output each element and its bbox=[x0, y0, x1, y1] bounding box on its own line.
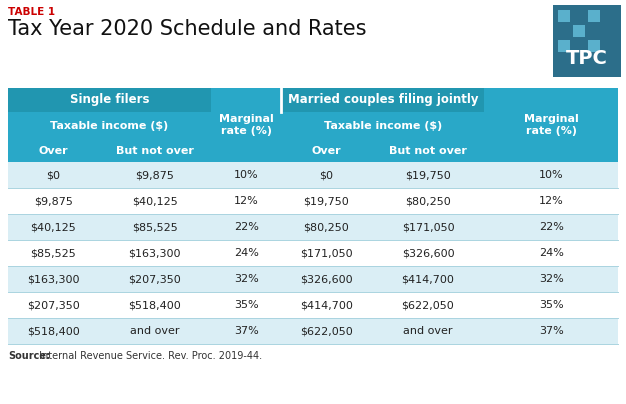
Text: $622,050: $622,050 bbox=[402, 300, 454, 310]
Bar bbox=[281, 112, 485, 140]
Text: $326,600: $326,600 bbox=[300, 274, 352, 284]
Text: $207,350: $207,350 bbox=[27, 300, 80, 310]
Text: Marginal
rate (%): Marginal rate (%) bbox=[219, 114, 274, 136]
Text: $326,600: $326,600 bbox=[402, 248, 454, 258]
Bar bbox=[8, 188, 618, 214]
Text: 24%: 24% bbox=[233, 248, 259, 258]
Text: 10%: 10% bbox=[539, 170, 563, 180]
Text: $40,125: $40,125 bbox=[132, 196, 178, 206]
Bar bbox=[553, 5, 621, 77]
Text: $622,050: $622,050 bbox=[300, 326, 353, 336]
Bar bbox=[8, 214, 618, 240]
Text: $80,250: $80,250 bbox=[304, 222, 349, 232]
Text: 22%: 22% bbox=[233, 222, 259, 232]
Bar bbox=[8, 112, 211, 140]
Bar bbox=[8, 140, 98, 162]
Text: 12%: 12% bbox=[234, 196, 259, 206]
Bar bbox=[558, 40, 570, 52]
Text: 12%: 12% bbox=[539, 196, 563, 206]
Text: $163,300: $163,300 bbox=[128, 248, 181, 258]
Bar bbox=[281, 140, 372, 162]
Text: Tax Year 2020 Schedule and Rates: Tax Year 2020 Schedule and Rates bbox=[8, 19, 366, 39]
Bar bbox=[8, 318, 618, 344]
Text: Marginal
rate (%): Marginal rate (%) bbox=[524, 114, 578, 136]
Text: $414,700: $414,700 bbox=[401, 274, 454, 284]
Text: TPC: TPC bbox=[566, 50, 608, 69]
Text: TABLE 1: TABLE 1 bbox=[8, 7, 55, 17]
Bar bbox=[588, 40, 600, 52]
Text: Internal Revenue Service. Rev. Proc. 2019-44.: Internal Revenue Service. Rev. Proc. 201… bbox=[36, 351, 262, 361]
Text: 24%: 24% bbox=[539, 248, 563, 258]
Text: $85,525: $85,525 bbox=[30, 248, 76, 258]
Text: 35%: 35% bbox=[539, 300, 563, 310]
Bar bbox=[8, 240, 618, 266]
Bar bbox=[281, 88, 485, 112]
Bar bbox=[558, 10, 570, 22]
Text: Taxable income ($): Taxable income ($) bbox=[324, 121, 442, 131]
Bar bbox=[573, 10, 585, 22]
Bar bbox=[8, 162, 618, 188]
Text: $207,350: $207,350 bbox=[128, 274, 181, 284]
Text: 37%: 37% bbox=[539, 326, 563, 336]
Text: $85,525: $85,525 bbox=[132, 222, 178, 232]
Text: $80,250: $80,250 bbox=[405, 196, 451, 206]
Text: $9,875: $9,875 bbox=[135, 170, 174, 180]
Text: Over: Over bbox=[38, 146, 68, 156]
Text: 35%: 35% bbox=[234, 300, 259, 310]
Bar bbox=[8, 88, 211, 112]
Text: Taxable income ($): Taxable income ($) bbox=[51, 121, 168, 131]
Bar bbox=[558, 25, 570, 37]
Bar bbox=[98, 140, 211, 162]
Text: Source:: Source: bbox=[8, 351, 50, 361]
Text: Over: Over bbox=[312, 146, 341, 156]
Text: $40,125: $40,125 bbox=[30, 222, 76, 232]
Text: $0: $0 bbox=[319, 170, 334, 180]
Text: 37%: 37% bbox=[234, 326, 259, 336]
Text: $9,875: $9,875 bbox=[34, 196, 73, 206]
Bar bbox=[485, 88, 618, 162]
Text: $19,750: $19,750 bbox=[405, 170, 451, 180]
Text: Single filers: Single filers bbox=[70, 93, 150, 107]
Text: and over: and over bbox=[403, 326, 453, 336]
Text: But not over: But not over bbox=[389, 146, 467, 156]
Text: and over: and over bbox=[130, 326, 180, 336]
Text: $414,700: $414,700 bbox=[300, 300, 353, 310]
Bar bbox=[573, 40, 585, 52]
Text: $19,750: $19,750 bbox=[304, 196, 349, 206]
Bar bbox=[372, 140, 485, 162]
Text: Married couples filing jointly: Married couples filing jointly bbox=[287, 93, 478, 107]
Text: But not over: But not over bbox=[116, 146, 193, 156]
Text: $518,400: $518,400 bbox=[128, 300, 181, 310]
Text: 10%: 10% bbox=[234, 170, 259, 180]
Bar bbox=[588, 25, 600, 37]
Text: 32%: 32% bbox=[234, 274, 259, 284]
Bar bbox=[8, 266, 618, 292]
Text: 22%: 22% bbox=[539, 222, 563, 232]
Bar bbox=[8, 292, 618, 318]
Text: $518,400: $518,400 bbox=[27, 326, 80, 336]
Text: $171,050: $171,050 bbox=[402, 222, 454, 232]
Bar bbox=[588, 10, 600, 22]
Text: $0: $0 bbox=[46, 170, 60, 180]
Text: $163,300: $163,300 bbox=[27, 274, 80, 284]
Text: $171,050: $171,050 bbox=[300, 248, 352, 258]
Text: 32%: 32% bbox=[539, 274, 563, 284]
Bar bbox=[211, 88, 281, 162]
Bar bbox=[573, 25, 585, 37]
